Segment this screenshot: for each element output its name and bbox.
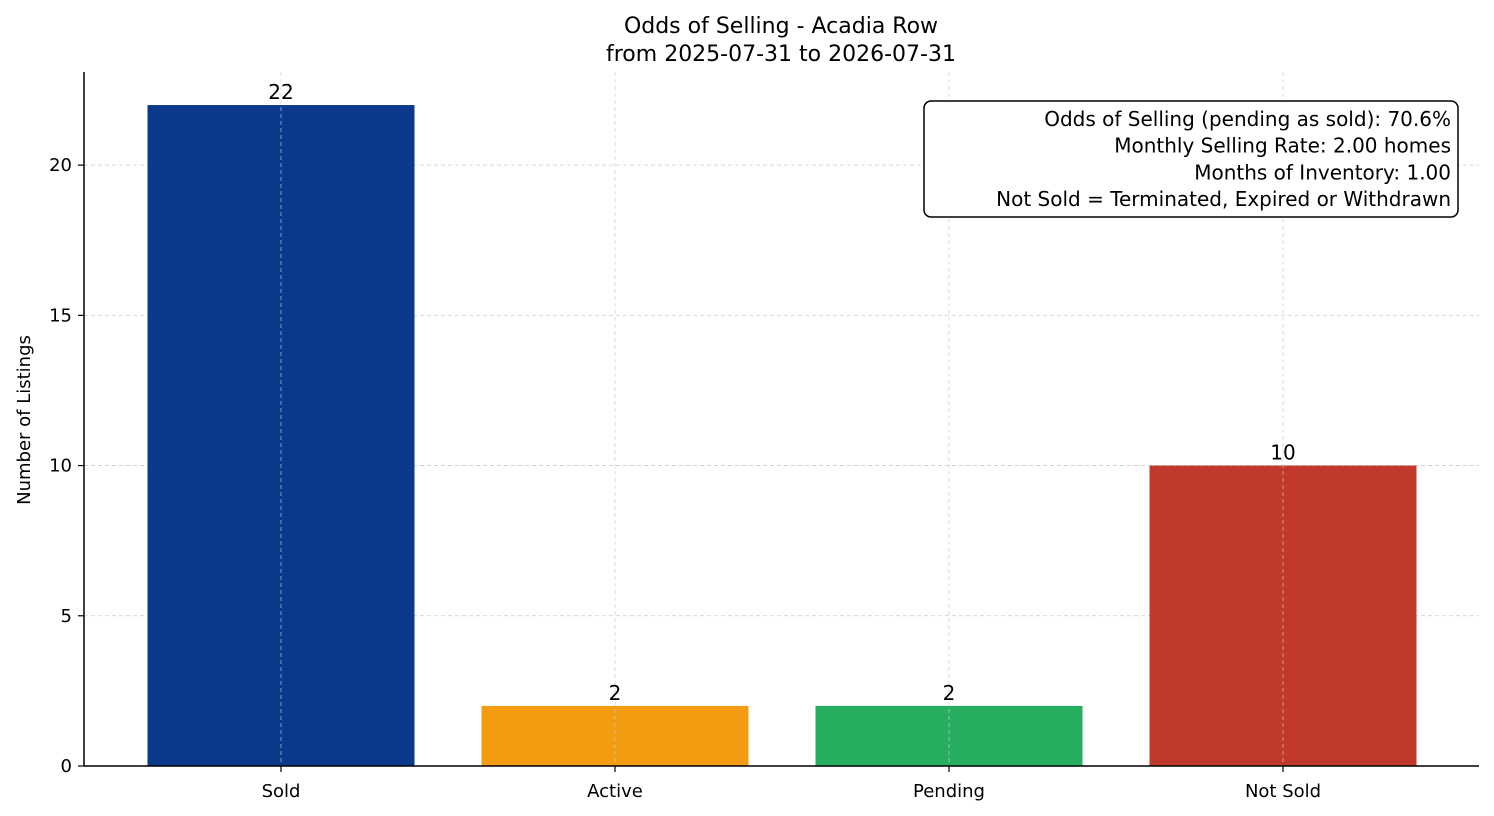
data-label: 22 xyxy=(268,80,293,104)
y-tick-label: 0 xyxy=(61,756,72,777)
x-tick-label: Sold xyxy=(262,781,301,802)
y-axis-label: Number of Listings xyxy=(14,335,35,505)
annotation-box: Odds of Selling (pending as sold): 70.6%… xyxy=(923,100,1459,218)
bar-active xyxy=(481,705,749,766)
annotation-frame xyxy=(923,100,1459,218)
bar-not-sold xyxy=(1149,465,1417,766)
y-tick-label: 10 xyxy=(49,456,72,477)
bar-pending xyxy=(815,705,1083,766)
x-tick-label: Active xyxy=(587,781,643,802)
y-tick-label: 5 xyxy=(61,606,72,627)
data-label: 2 xyxy=(943,681,956,705)
chart-subtitle: from 2025-07-31 to 2026-07-31 xyxy=(606,42,956,67)
x-tick-label: Not Sold xyxy=(1245,781,1321,802)
data-label: 10 xyxy=(1270,441,1295,465)
annotation-line: Odds of Selling (pending as sold): 70.6% xyxy=(1044,107,1451,131)
data-label: 2 xyxy=(609,681,622,705)
annotation-line: Monthly Selling Rate: 2.00 homes xyxy=(1114,134,1451,158)
axes: 0 5 10 15 20 Sold Active Pending Not Sold xyxy=(49,72,1479,802)
bar-sold xyxy=(147,105,415,767)
x-tick-label: Pending xyxy=(913,781,985,802)
chart-title: Odds of Selling - Acadia Row xyxy=(624,14,938,39)
y-tick-label: 15 xyxy=(49,305,72,326)
y-tick-label: 20 xyxy=(49,155,72,176)
data-labels: 222 210 xyxy=(268,80,1295,705)
annotation-line: Not Sold = Terminated, Expired or Withdr… xyxy=(996,187,1451,211)
annotation-line: Months of Inventory: 1.00 xyxy=(1194,160,1451,184)
